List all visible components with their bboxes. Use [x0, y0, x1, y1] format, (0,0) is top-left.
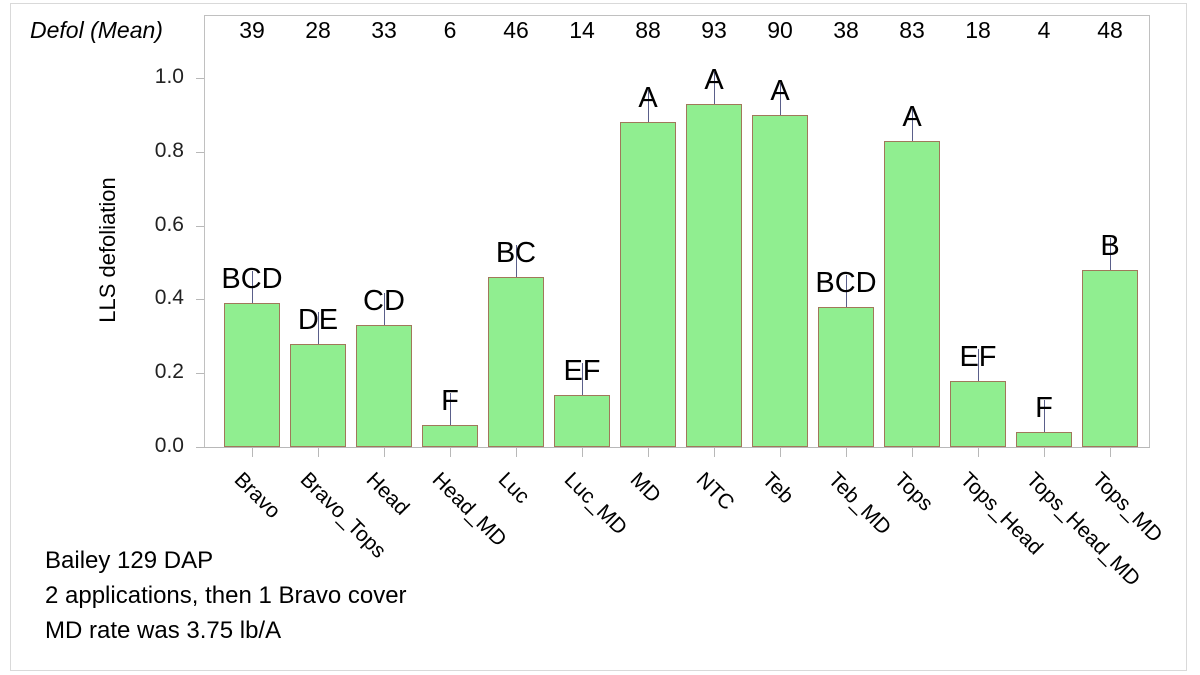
- significance-letter: A: [704, 63, 724, 96]
- bar-head: [356, 325, 412, 447]
- mean-value: 93: [701, 17, 727, 43]
- bar-luc-md: [554, 395, 610, 447]
- error-bar: [846, 274, 847, 307]
- bar-tops-md: [1082, 269, 1138, 447]
- significance-letter: A: [902, 100, 922, 133]
- x-tick-mark: [780, 448, 781, 457]
- error-bar: [912, 108, 913, 141]
- x-tick-mark: [846, 448, 847, 457]
- bar-ntc: [686, 103, 742, 447]
- y-tick-mark: [196, 151, 204, 153]
- error-bar: [252, 271, 253, 304]
- mean-value: 18: [965, 17, 991, 43]
- bar-luc: [488, 277, 544, 447]
- x-tick-mark: [252, 448, 253, 457]
- y-tick-mark: [196, 373, 204, 375]
- error-bar: [780, 82, 781, 115]
- x-tick-mark: [1044, 448, 1045, 457]
- bar-teb-md: [818, 306, 874, 447]
- bar-bravo: [224, 303, 280, 447]
- mean-value: 33: [371, 17, 397, 43]
- mean-value: 14: [569, 17, 595, 43]
- x-tick-mark: [384, 448, 385, 457]
- x-tick-mark: [648, 448, 649, 457]
- x-tick-mark: [516, 448, 517, 457]
- error-bar: [1044, 400, 1045, 433]
- note-line: MD rate was 3.75 lb/A: [45, 617, 282, 644]
- mean-value: 28: [305, 17, 331, 43]
- y-tick-mark: [196, 225, 204, 227]
- mean-header-label: Defol (Mean): [30, 17, 163, 43]
- significance-letter: B: [1100, 229, 1120, 262]
- mean-value: 6: [443, 17, 457, 43]
- note-line: Bailey 129 DAP: [45, 547, 214, 574]
- significance-letter: EF: [563, 355, 601, 388]
- significance-letter: A: [770, 74, 790, 107]
- bar-head-md: [422, 424, 478, 447]
- significance-letter: A: [638, 82, 658, 115]
- x-tick-mark: [318, 448, 319, 457]
- error-bar: [714, 71, 715, 104]
- y-tick-mark: [196, 447, 204, 448]
- significance-letter: BCD: [221, 263, 283, 296]
- x-tick-mark: [912, 448, 913, 457]
- bar-bravo-tops: [290, 343, 346, 447]
- bar-tops: [884, 140, 940, 447]
- y-tick-label: 0.6: [154, 212, 184, 236]
- y-tick-label: 1.0: [154, 65, 184, 88]
- significance-letter: EF: [959, 340, 997, 373]
- mean-value: 4: [1037, 17, 1051, 43]
- y-tick-mark: [196, 78, 204, 79]
- mean-value: 88: [635, 17, 661, 43]
- significance-letter: BC: [495, 237, 537, 270]
- slide-frame: [10, 3, 1187, 671]
- bar-teb: [752, 114, 808, 447]
- x-tick-mark: [1110, 448, 1111, 457]
- mean-value: 90: [767, 17, 793, 43]
- note-line: 2 applications, then 1 Bravo cover: [45, 582, 407, 609]
- mean-value: 38: [833, 17, 859, 43]
- error-bar: [516, 245, 517, 278]
- mean-value: 48: [1097, 17, 1123, 43]
- plot-area: [204, 15, 1150, 447]
- error-bar: [648, 90, 649, 123]
- error-bar: [318, 311, 319, 344]
- error-bar: [978, 348, 979, 381]
- y-tick-label: 0.4: [154, 286, 184, 310]
- bar-tops-head: [950, 380, 1006, 447]
- significance-letter: DE: [297, 303, 339, 336]
- mean-value: 39: [239, 17, 265, 43]
- y-tick-label: 0.0: [154, 434, 184, 457]
- bar-md: [620, 122, 676, 447]
- y-tick-mark: [196, 299, 204, 301]
- y-tick-label: 0.8: [154, 138, 184, 162]
- error-bar: [1110, 237, 1111, 270]
- x-tick-mark: [714, 448, 715, 457]
- error-bar: [384, 293, 385, 326]
- error-bar: [450, 392, 451, 425]
- y-tick-label: 0.2: [154, 360, 184, 384]
- x-tick-mark: [582, 448, 583, 457]
- x-tick-mark: [978, 448, 979, 457]
- x-axis-line: [196, 447, 1150, 448]
- significance-letter: BCD: [815, 266, 877, 299]
- mean-value: 83: [899, 17, 925, 43]
- x-tick-mark: [450, 448, 451, 457]
- significance-letter: F: [1035, 392, 1053, 425]
- bar-tops-head-md: [1016, 432, 1072, 447]
- significance-letter: CD: [363, 285, 405, 318]
- error-bar: [582, 363, 583, 396]
- significance-letter: F: [441, 384, 459, 417]
- chart-notes: Bailey 129 DAP 2 applications, then 1 Br…: [45, 543, 407, 648]
- mean-value: 46: [503, 17, 529, 43]
